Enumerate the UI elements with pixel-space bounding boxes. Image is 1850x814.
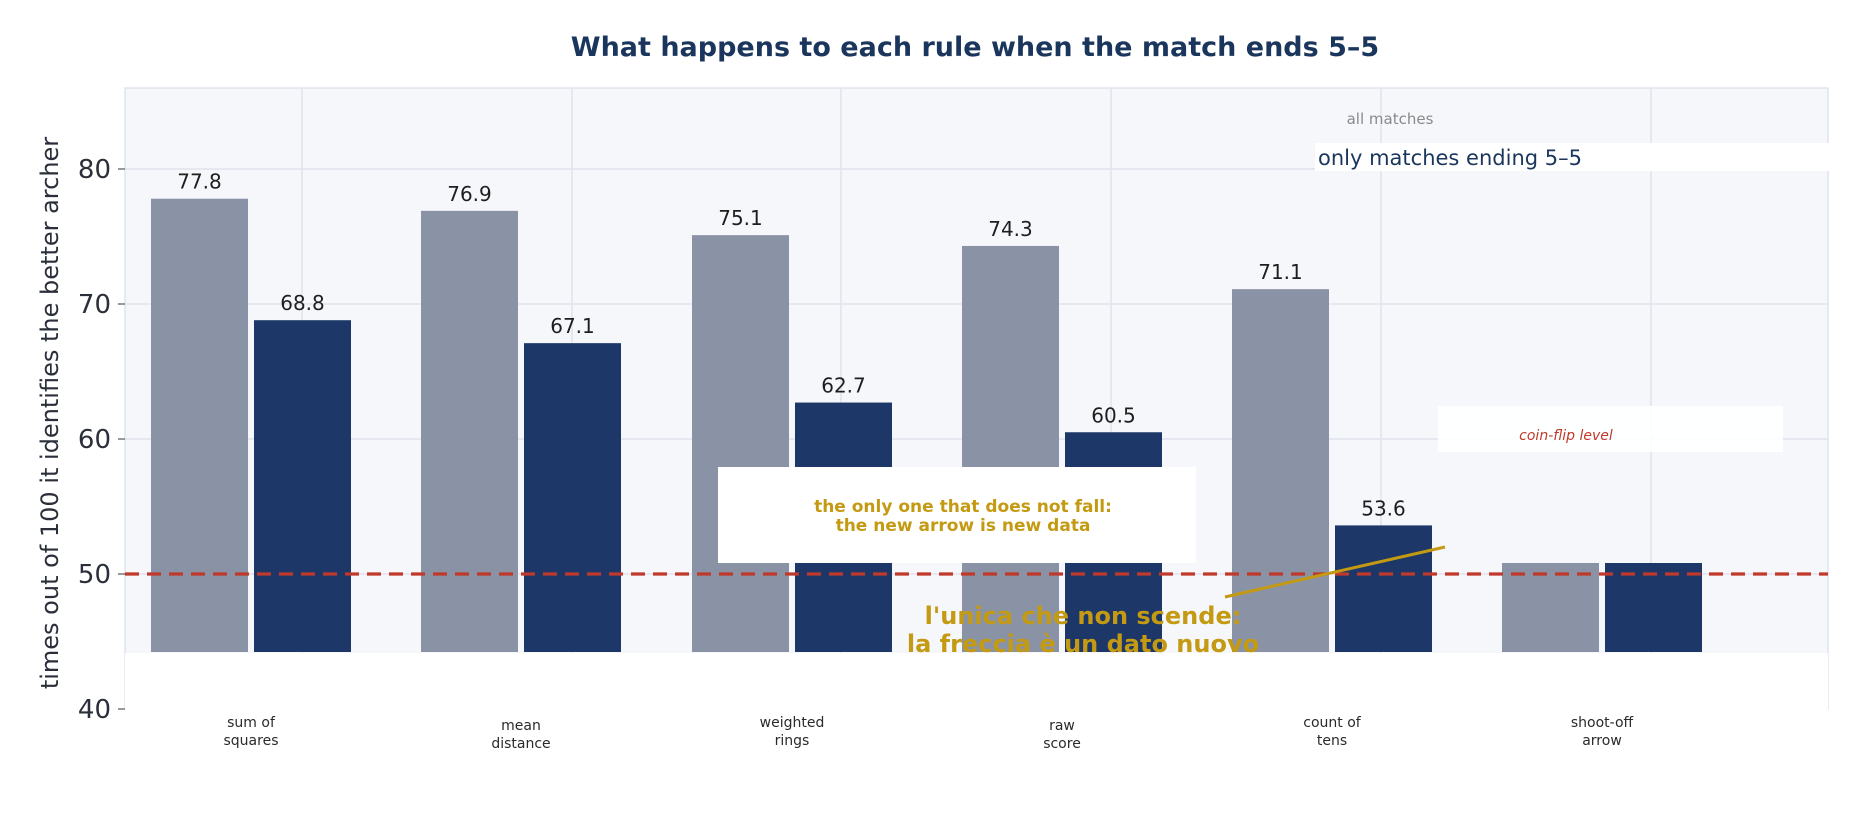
x-tick-label: count of xyxy=(1303,715,1362,731)
bar-all-matches xyxy=(962,245,1059,652)
data-label: 74.3 xyxy=(988,217,1033,241)
bar-all-matches xyxy=(1502,563,1599,652)
data-label: 60.5 xyxy=(1091,403,1136,427)
ref-label-box xyxy=(1438,406,1783,452)
x-tick-label: score xyxy=(1043,736,1081,752)
reference-line-label: coin-flip level xyxy=(1519,428,1613,444)
x-tick-label: shoot-off xyxy=(1571,715,1634,731)
mask-bottom xyxy=(125,653,1828,711)
bar-all-matches xyxy=(151,198,248,652)
annotation-english: the only one that does not fall: the new … xyxy=(814,497,1112,536)
x-tick-label: raw xyxy=(1049,718,1075,734)
data-label: 71.1 xyxy=(1258,260,1303,284)
annotation-box xyxy=(718,467,1196,563)
x-tick-label: rings xyxy=(775,733,810,749)
y-tick-label: 40 xyxy=(78,695,111,725)
data-label: 62.7 xyxy=(821,374,866,398)
bar-tied-matches xyxy=(1335,525,1432,652)
legend-entry-all-matches: all matches xyxy=(1347,110,1434,128)
bar-tied-matches xyxy=(1605,563,1702,652)
annotation-italian: l'unica che non scende: la freccia è un d… xyxy=(907,602,1259,658)
x-tick-label: arrow xyxy=(1582,733,1622,749)
y-tick-label: 70 xyxy=(78,290,111,320)
x-tick-label: squares xyxy=(224,733,279,749)
bar-all-matches xyxy=(421,210,518,652)
x-tick-label: mean xyxy=(501,718,541,734)
bar-all-matches xyxy=(692,235,789,652)
annotation-arrow xyxy=(1224,545,1446,599)
x-tick-label: tens xyxy=(1317,733,1347,749)
data-label: 53.6 xyxy=(1361,496,1406,520)
data-label: 77.8 xyxy=(177,170,222,194)
bar-tied-matches xyxy=(524,343,621,652)
x-tick-label: weighted xyxy=(760,715,825,731)
y-tick-label: 60 xyxy=(78,425,111,455)
y-tick-label: 50 xyxy=(78,560,111,590)
legend-entry-tied-matches: only matches ending 5–5 xyxy=(1318,146,1582,170)
x-tick-label: sum of xyxy=(227,715,276,731)
data-label: 76.9 xyxy=(447,182,492,206)
data-label: 68.8 xyxy=(280,291,325,315)
y-axis-label: times out of 100 it identifies the bette… xyxy=(36,137,64,689)
bar-all-matches xyxy=(1232,289,1329,652)
y-tick-label: 80 xyxy=(78,155,111,185)
data-label: 67.1 xyxy=(550,314,595,338)
data-label: 75.1 xyxy=(718,206,763,230)
x-tick-label: distance xyxy=(491,736,550,752)
chart-title: What happens to each rule when the match… xyxy=(571,32,1379,63)
legend-box xyxy=(1315,143,1850,171)
bar-tied-matches xyxy=(254,320,351,652)
